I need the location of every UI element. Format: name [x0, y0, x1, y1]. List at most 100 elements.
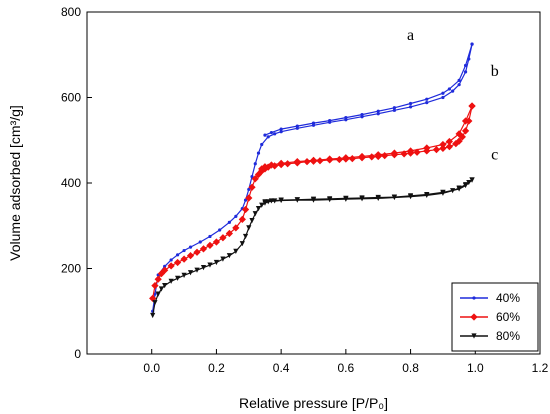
- adsorption-point: [253, 162, 257, 166]
- adsorption-point: [463, 70, 468, 74]
- desorption-point: [463, 63, 468, 68]
- desorption-point: [455, 130, 463, 138]
- adsorption-point: [181, 272, 187, 278]
- y-tick-label: 200: [61, 262, 81, 276]
- desorption-point: [376, 109, 380, 113]
- adsorption-point: [212, 238, 221, 246]
- x-axis: 0.0 0.2 0.4 0.6 0.8 1.0 1.2: [143, 349, 549, 375]
- desorption-point: [375, 194, 381, 201]
- adsorption-point: [208, 234, 212, 239]
- desorption-point: [343, 195, 349, 201]
- desorption-point: [327, 196, 333, 202]
- adsorption-point: [451, 89, 455, 93]
- adsorption-point: [163, 264, 167, 268]
- legend-entry: 40%: [496, 291, 520, 305]
- adsorption-point: [227, 220, 231, 224]
- adsorption-point: [152, 300, 158, 306]
- legend: 40% 60% 80%: [451, 282, 539, 352]
- curve-label-a: a: [407, 27, 414, 44]
- adsorption-point: [259, 202, 265, 208]
- y-axis: 0 200 400 600 800: [61, 5, 92, 361]
- legend-marker: [471, 333, 477, 339]
- adsorption-point: [199, 245, 208, 253]
- adsorption-point: [175, 275, 181, 281]
- desorption-point: [295, 124, 299, 128]
- adsorption-point: [188, 245, 193, 249]
- adsorption-point: [241, 205, 250, 214]
- curve-label-b: b: [491, 63, 499, 80]
- adsorption-point: [161, 266, 169, 274]
- adsorption-point: [218, 228, 222, 232]
- x-tick-label: 0.8: [402, 361, 419, 375]
- adsorption-point: [193, 248, 201, 256]
- adsorption-point: [303, 158, 311, 166]
- adsorption-point: [167, 262, 175, 270]
- adsorption-point: [182, 248, 186, 253]
- desorption-point: [258, 165, 266, 173]
- adsorption-point: [445, 143, 454, 151]
- desorption-point: [461, 117, 470, 125]
- adsorption-point: [408, 105, 413, 109]
- desorption-point: [439, 140, 447, 149]
- adsorption-point: [149, 294, 157, 303]
- desorption-point: [456, 186, 462, 192]
- desorption-point: [359, 195, 365, 201]
- adsorption-point: [252, 211, 258, 217]
- adsorption-point: [154, 275, 162, 283]
- desorption-point: [269, 130, 274, 135]
- adsorption-point: [238, 215, 246, 223]
- desorption-point: [262, 199, 268, 205]
- x-axis-label: Relative pressure [P/P₀]: [239, 395, 388, 411]
- adsorption-line: [152, 43, 473, 312]
- desorption-point: [424, 191, 430, 198]
- adsorption-point: [242, 233, 249, 240]
- desorption-point: [342, 154, 350, 162]
- desorption-point: [268, 198, 275, 204]
- desorption-point: [468, 102, 476, 110]
- desorption-point: [469, 177, 475, 183]
- adsorption-point: [232, 224, 240, 232]
- adsorption-point: [439, 144, 447, 152]
- adsorption-point: [249, 218, 255, 224]
- adsorption-point: [455, 137, 463, 145]
- adsorption-point: [316, 157, 324, 165]
- desorption-point: [360, 113, 364, 117]
- adsorption-point: [255, 206, 262, 212]
- legend-marker: [470, 313, 478, 321]
- y-tick-label: 0: [74, 347, 81, 361]
- adsorption-point: [198, 240, 202, 244]
- adsorption-point: [283, 160, 292, 168]
- adsorption-point: [248, 183, 256, 191]
- desorption-point: [392, 106, 396, 110]
- y-tick-label: 600: [61, 91, 81, 105]
- adsorption-point: [158, 286, 165, 292]
- desorption-point: [425, 97, 429, 101]
- desorption-line: [264, 179, 473, 203]
- adsorption-point: [213, 259, 220, 266]
- adsorption-point: [162, 283, 168, 289]
- adsorption-point: [425, 101, 429, 105]
- adsorption-point: [234, 214, 238, 218]
- desorption-point: [344, 115, 348, 120]
- y-tick-label: 800: [61, 5, 81, 19]
- desorption-point: [267, 161, 276, 169]
- adsorption-point: [441, 95, 445, 100]
- desorption-point: [441, 91, 445, 95]
- series-60pct: [149, 102, 476, 303]
- desorption-point: [407, 193, 414, 199]
- adsorption-point: [187, 270, 194, 276]
- desorption-point: [470, 42, 474, 46]
- desorption-point: [263, 133, 267, 137]
- desorption-point: [390, 149, 399, 157]
- adsorption-line: [152, 105, 473, 299]
- legend-entry: 80%: [496, 329, 520, 343]
- y-tick-label: 400: [61, 176, 81, 190]
- adsorption-point: [251, 175, 259, 183]
- desorption-point: [311, 121, 316, 125]
- adsorption-point: [245, 194, 253, 202]
- desorption-line: [264, 43, 473, 136]
- series-40pct: [151, 42, 474, 313]
- adsorption-point: [194, 267, 200, 273]
- x-tick-label: 0.2: [208, 361, 225, 375]
- desorption-point: [279, 127, 283, 131]
